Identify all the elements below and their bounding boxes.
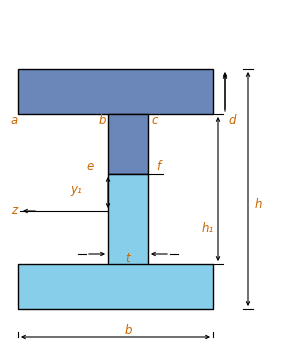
Bar xyxy=(18,264,213,309)
Bar xyxy=(108,114,148,174)
Bar xyxy=(18,69,213,114)
Text: d: d xyxy=(228,115,236,127)
Text: a: a xyxy=(10,115,18,127)
Text: z: z xyxy=(11,205,17,218)
Text: b: b xyxy=(124,325,132,337)
Text: c: c xyxy=(152,115,158,127)
Text: b: b xyxy=(98,115,106,127)
Text: f: f xyxy=(156,160,160,173)
Text: t: t xyxy=(126,252,130,266)
Bar xyxy=(108,174,148,284)
Text: y₁: y₁ xyxy=(70,182,82,196)
Text: e: e xyxy=(86,160,94,173)
Text: h₁: h₁ xyxy=(202,223,214,236)
Text: h: h xyxy=(254,197,262,210)
